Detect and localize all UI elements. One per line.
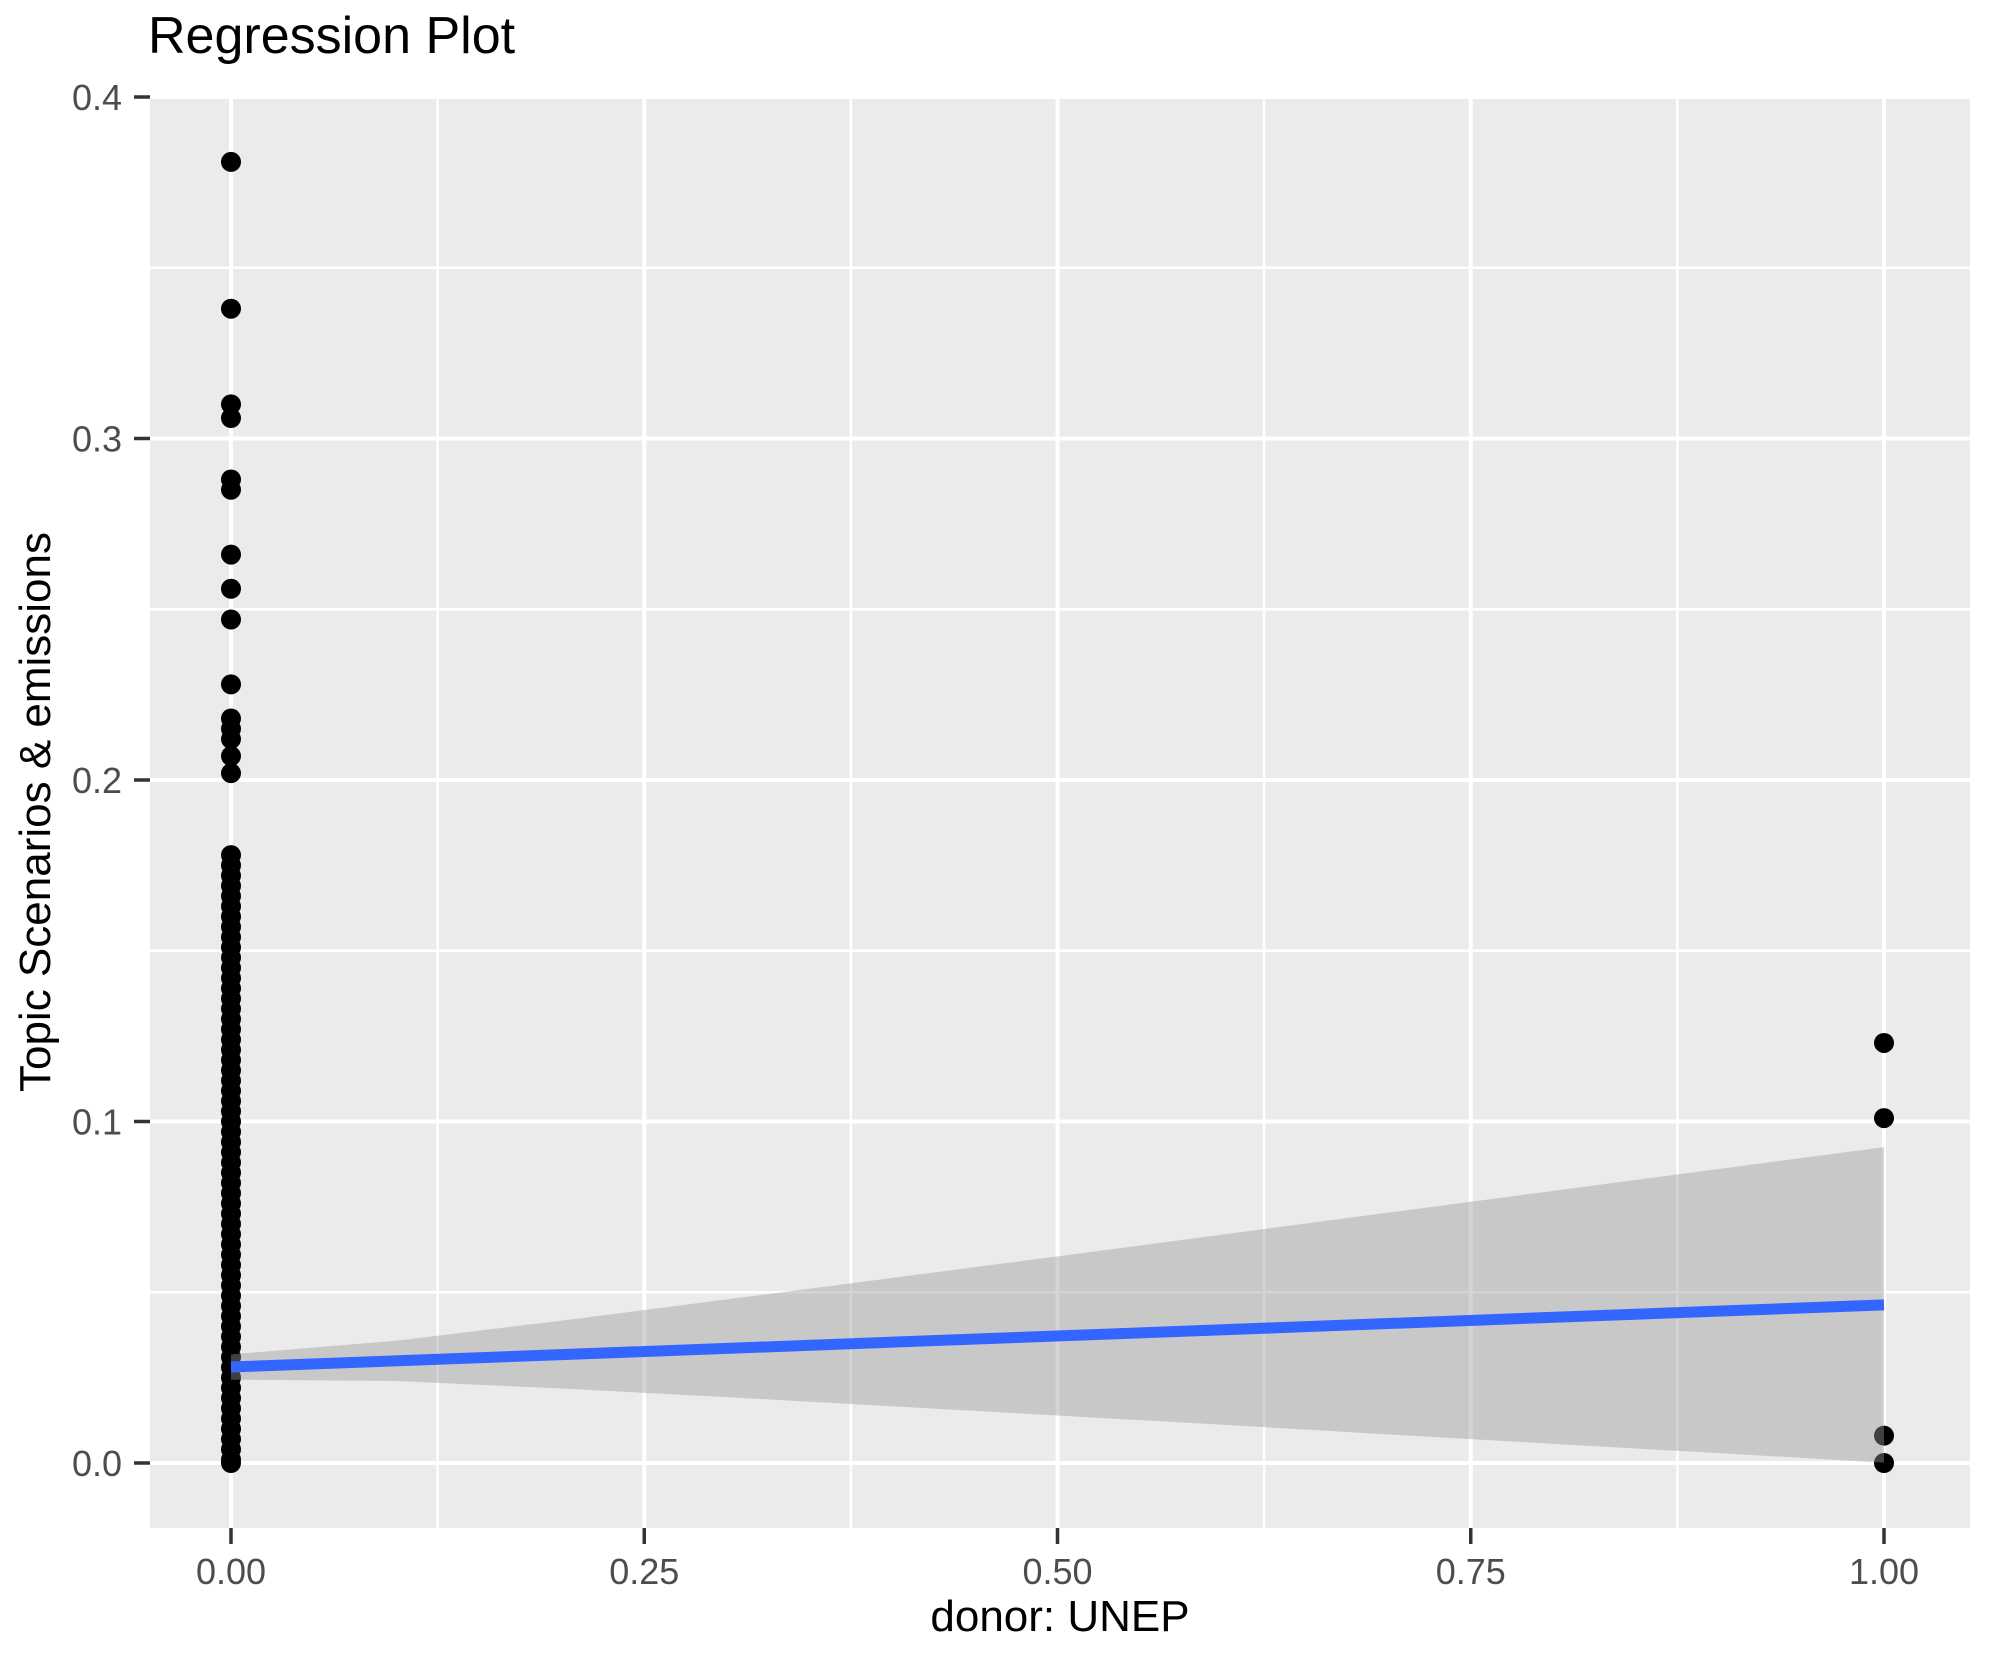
x-tick-label: 0.75 bbox=[1436, 1551, 1506, 1592]
data-point bbox=[221, 763, 241, 784]
data-point bbox=[1874, 1108, 1894, 1129]
plot-panel bbox=[150, 97, 1970, 1528]
x-tick-label: 0.25 bbox=[609, 1551, 679, 1592]
data-point bbox=[1874, 1425, 1894, 1446]
confidence-band bbox=[231, 1147, 1884, 1463]
data-point bbox=[221, 578, 241, 599]
data-point bbox=[221, 544, 241, 565]
y-tick-label: 0.1 bbox=[72, 1102, 122, 1143]
data-point bbox=[221, 1453, 241, 1473]
y-tick-label: 0.4 bbox=[72, 77, 122, 118]
y-tick-label: 0.0 bbox=[72, 1443, 122, 1484]
data-point bbox=[221, 674, 241, 695]
data-point bbox=[221, 298, 241, 319]
regression-line bbox=[230, 1299, 1885, 1373]
x-tick-label: 0.00 bbox=[196, 1551, 266, 1592]
x-tick-label: 0.50 bbox=[1022, 1551, 1092, 1592]
data-point bbox=[221, 151, 241, 172]
plot-title: Regression Plot bbox=[148, 7, 516, 65]
y-tick-label: 0.2 bbox=[72, 760, 122, 801]
x-axis-title: donor: UNEP bbox=[930, 1592, 1190, 1641]
data-point bbox=[221, 609, 241, 630]
data-point bbox=[1874, 1453, 1894, 1473]
y-tick-label: 0.3 bbox=[72, 419, 122, 460]
data-point bbox=[221, 729, 241, 750]
y-axis-title: Topic Scenarios & emissions bbox=[11, 531, 60, 1093]
data-point bbox=[1874, 1032, 1894, 1053]
data-point bbox=[221, 746, 241, 767]
data-point bbox=[221, 408, 241, 429]
x-tick-label: 1.00 bbox=[1849, 1551, 1919, 1592]
data-point bbox=[221, 479, 241, 500]
